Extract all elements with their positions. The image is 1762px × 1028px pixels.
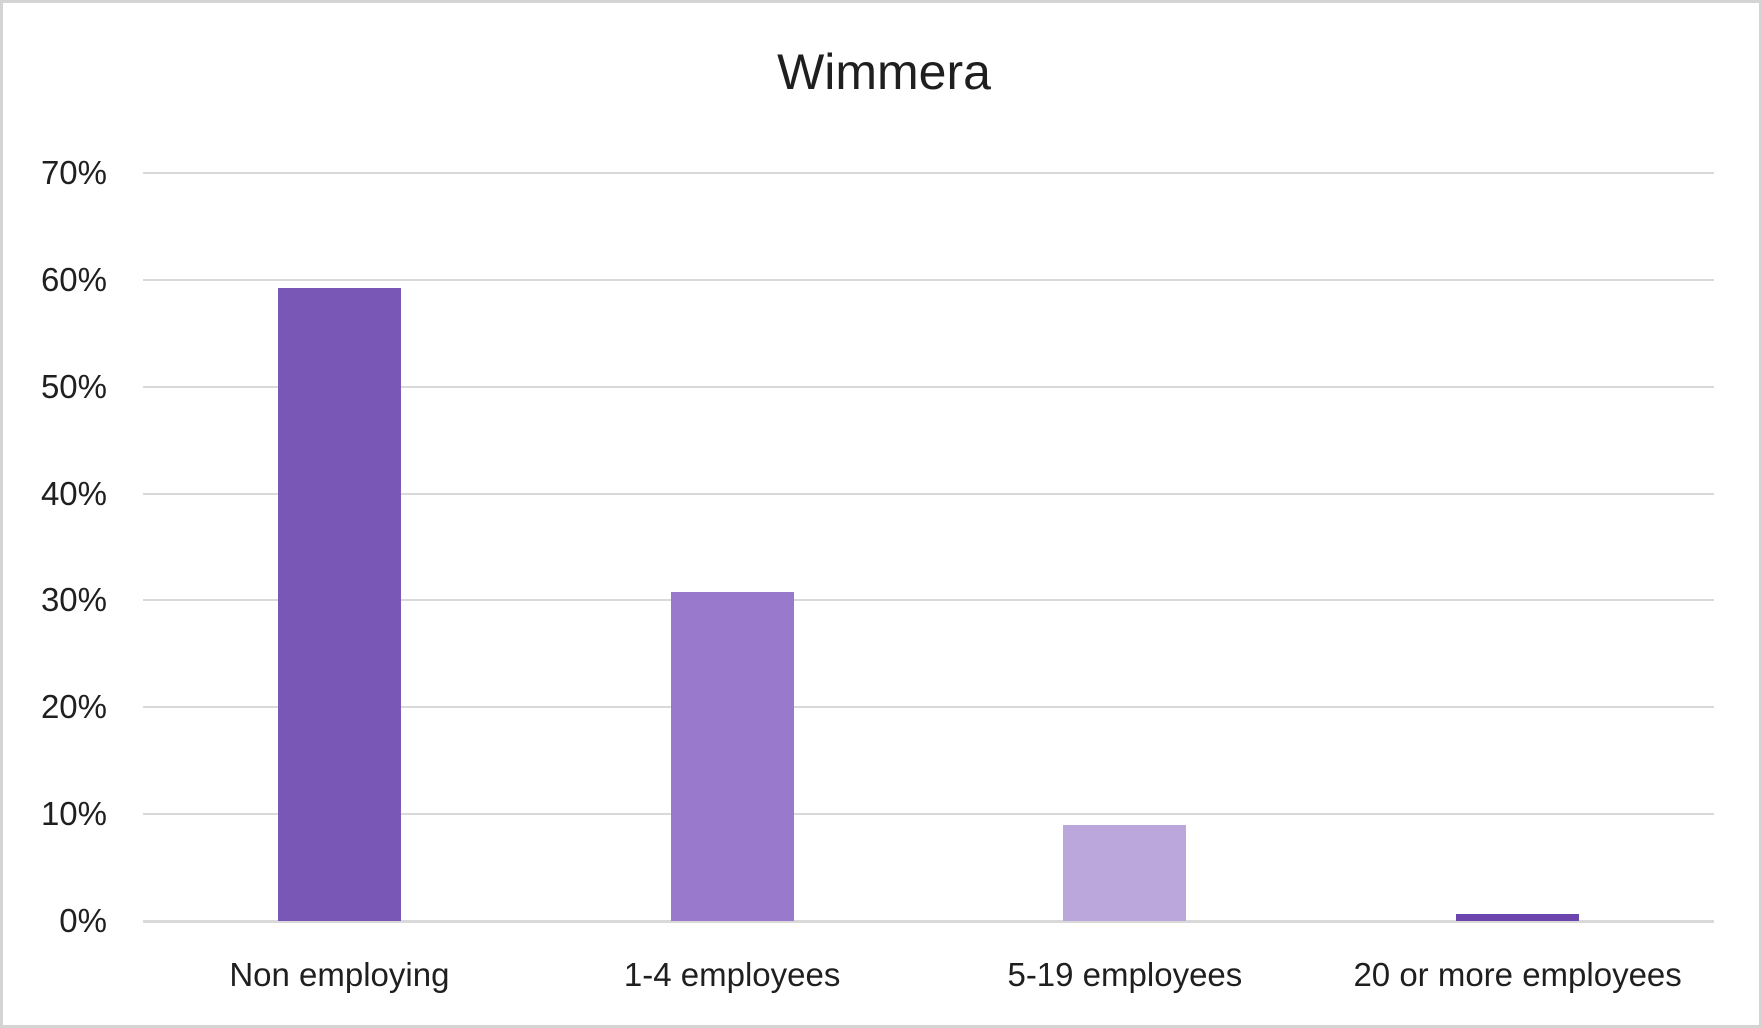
x-axis-category-label: 20 or more employees [1353, 956, 1682, 993]
chart-title: Wimmera [777, 44, 991, 100]
y-axis-tick-label: 60% [40, 260, 107, 298]
gridline [143, 385, 1714, 388]
gridline [143, 278, 1714, 281]
y-axis-tick-label: 0% [59, 902, 107, 939]
bar-20-or-more-employees [1456, 913, 1580, 921]
y-axis-tick-label: 20% [40, 688, 107, 726]
bar-non-employing [277, 288, 401, 921]
bar-1-4-employees [670, 591, 794, 921]
bar-5-19-employees [1063, 824, 1187, 921]
gridline [143, 813, 1714, 816]
x-axis-line [143, 920, 1714, 923]
y-axis-tick-label: 50% [40, 367, 107, 405]
y-axis-tick-label: 70% [40, 154, 107, 191]
y-axis-tick-label: 30% [40, 581, 107, 619]
gridline [143, 172, 1714, 174]
x-axis-category-label: 1-4 employees [623, 956, 841, 993]
gridline [143, 599, 1714, 602]
gridline [143, 706, 1714, 709]
x-axis-category-label: 5-19 employees [1007, 956, 1243, 993]
y-axis-tick-label: 40% [40, 474, 107, 512]
y-axis-tick-label: 10% [40, 795, 107, 833]
x-axis-category-label: Non employing [229, 956, 450, 993]
gridline [143, 492, 1714, 495]
